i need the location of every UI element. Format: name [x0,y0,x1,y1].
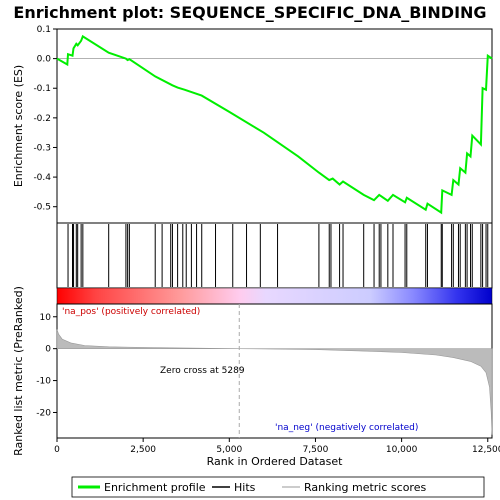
y-tick-label: -0.5 [33,203,51,213]
rank-color-bar [56,287,493,305]
y-tick-label: -10 [36,377,51,387]
enrichment-profile-line [56,34,493,215]
y-tick-label: 10 [40,313,52,323]
metric-frame [56,303,493,439]
x-tick-label: 5,000 [216,445,242,455]
x-tick-label: 10,000 [386,445,418,455]
y-tick-label: -0.2 [33,114,51,124]
y-tick-label: -20 [36,408,51,418]
enrichment-panel: 0.1 0.0 -0.1 -0.2 -0.3 -0.4 -0.5 Enrichment sco… [12,25,493,224]
hits-panel [56,222,493,305]
ranked-metric-panel: 10 0 -10 -20 Ranked list metric (PreRanked) '… [12,286,500,468]
top-y-axis-label: Enrichment score (ES) [12,65,25,187]
hits-frame [56,222,493,289]
y-tick-label: 0.1 [37,25,51,35]
y-tick-label: -0.4 [33,173,51,183]
chart-title: Enrichment plot: SEQUENCE_SPECIFIC_DNA_B… [13,3,486,22]
negative-correlated-label: 'na_neg' (negatively correlated) [275,423,418,433]
legend: Enrichment profile Hits Ranking metric sco… [71,476,485,498]
bottom-y-axis-label: Ranked list metric (PreRanked) [12,286,25,456]
x-tick-label: 2,500 [130,445,156,455]
ranking-metric-area [56,329,493,435]
y-tick-label: -0.3 [33,143,51,153]
zero-cross-label: Zero cross at 5289 [160,366,245,376]
legend-label: Enrichment profile [104,481,206,494]
y-tick-label: -0.1 [33,84,51,94]
x-tick-label: 0 [54,445,60,455]
legend-label: Hits [234,481,256,494]
legend-label: Ranking metric scores [304,481,426,494]
positive-correlated-label: 'na_pos' (positively correlated) [62,307,200,317]
x-tick-label: 12,500 [472,445,500,455]
x-axis-label: Rank in Ordered Dataset [207,455,344,468]
y-tick-label: 0 [45,345,51,355]
legend-frame [71,476,485,498]
enrichment-frame [56,28,493,224]
y-tick-label: 0.0 [37,55,52,65]
x-tick-label: 7,500 [303,445,329,455]
